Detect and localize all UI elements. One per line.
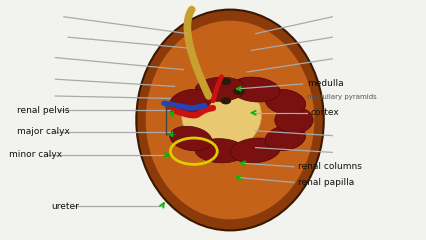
Ellipse shape (230, 138, 280, 163)
Ellipse shape (221, 78, 231, 85)
Ellipse shape (195, 77, 246, 101)
Text: renal pelvis: renal pelvis (17, 106, 69, 115)
Text: medulla: medulla (307, 79, 343, 89)
Text: major calyx: major calyx (17, 127, 70, 137)
Ellipse shape (195, 139, 246, 163)
Ellipse shape (275, 107, 313, 133)
Ellipse shape (265, 125, 306, 151)
Ellipse shape (170, 89, 212, 114)
Text: renal papilla: renal papilla (298, 178, 354, 187)
Ellipse shape (170, 126, 212, 151)
Ellipse shape (221, 97, 231, 104)
Text: medullary pyramids: medullary pyramids (307, 94, 377, 100)
Text: renal columns: renal columns (298, 162, 362, 171)
Text: minor calyx: minor calyx (9, 150, 62, 159)
Ellipse shape (136, 10, 324, 230)
Text: cortex: cortex (311, 108, 340, 117)
Ellipse shape (181, 79, 262, 151)
Ellipse shape (265, 89, 306, 115)
Ellipse shape (230, 77, 280, 102)
Ellipse shape (233, 88, 244, 95)
Text: ureter: ureter (51, 202, 79, 211)
Ellipse shape (146, 21, 314, 219)
